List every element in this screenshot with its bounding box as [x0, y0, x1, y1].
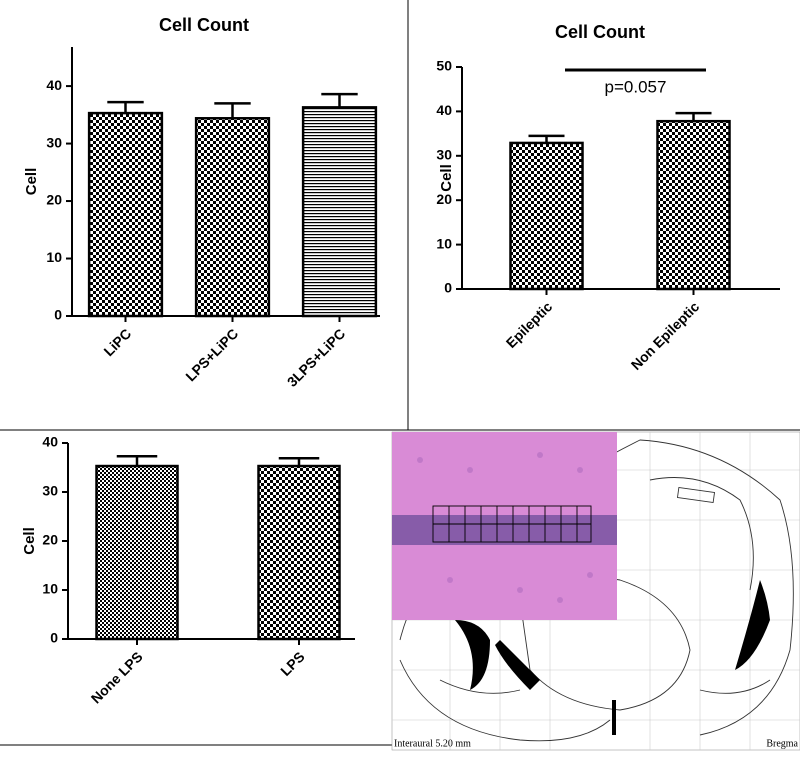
bar: [656, 119, 731, 291]
y-tick-label: 50: [436, 58, 452, 74]
y-axis-label: Cell: [23, 168, 40, 196]
annotation: p=0.057: [605, 77, 667, 96]
y-tick-label: 30: [42, 483, 58, 499]
y-tick-label: 0: [54, 307, 62, 323]
bar: [509, 141, 584, 291]
atlas-label: Bregma: [766, 738, 798, 749]
y-tick-label: 30: [46, 134, 62, 150]
bar: [257, 464, 341, 641]
chart-title: Cell Count: [555, 22, 645, 42]
y-tick-label: 30: [436, 147, 452, 163]
chart-title: Cell Count: [159, 15, 249, 35]
y-tick-label: 40: [46, 77, 62, 93]
y-tick-label: 0: [444, 280, 452, 296]
y-tick-label: 20: [46, 192, 62, 208]
y-tick-label: 10: [46, 249, 62, 265]
y-tick-label: 10: [42, 581, 58, 597]
y-tick-label: 10: [436, 235, 452, 251]
x-tick-label: LPS: [277, 648, 308, 679]
y-axis-label: Cell: [21, 527, 38, 555]
x-tick-label: Epileptic: [503, 298, 556, 351]
y-tick-label: 20: [436, 191, 452, 207]
x-tick-label: Non Epileptic: [628, 298, 703, 373]
y-tick-label: 40: [436, 102, 452, 118]
y-tick-label: 40: [42, 434, 58, 450]
y-axis-label: Cell: [438, 164, 455, 192]
atlas-label: Interaural 5.20 mm: [394, 738, 471, 749]
bar: [301, 106, 378, 318]
x-tick-label: None LPS: [88, 648, 146, 706]
x-tick-label: LiPC: [100, 325, 134, 359]
y-tick-label: 0: [50, 630, 58, 646]
bar: [194, 117, 271, 318]
y-tick-label: 20: [42, 532, 58, 548]
atlas-panel: Interaural 5.20 mm Bregma: [391, 431, 800, 751]
bar: [87, 111, 164, 318]
x-tick-label: LPS+LiPC: [182, 325, 241, 384]
bar: [95, 464, 179, 641]
x-tick-label: 3LPS+LiPC: [284, 325, 348, 389]
